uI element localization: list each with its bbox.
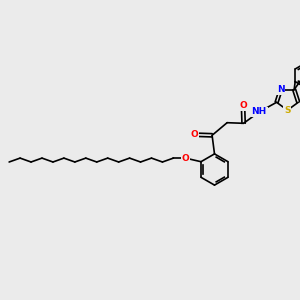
Text: S: S (284, 106, 291, 115)
Text: O: O (239, 101, 247, 110)
Text: O: O (191, 130, 199, 139)
Text: N: N (277, 85, 285, 94)
Text: NH: NH (252, 107, 267, 116)
Text: O: O (182, 154, 189, 163)
